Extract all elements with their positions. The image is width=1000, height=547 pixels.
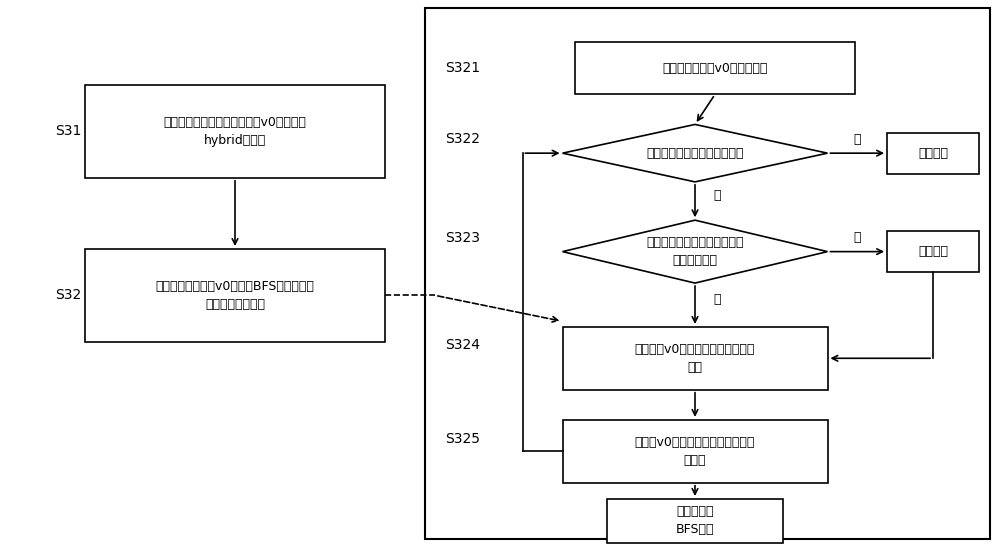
Text: 否: 否 bbox=[854, 231, 861, 245]
Text: S323: S323 bbox=[445, 231, 480, 245]
Text: 完成对图的
BFS搜索: 完成对图的 BFS搜索 bbox=[676, 505, 714, 536]
Text: 是: 是 bbox=[713, 293, 720, 306]
FancyBboxPatch shape bbox=[85, 85, 385, 178]
Text: S322: S322 bbox=[445, 132, 480, 147]
Text: S321: S321 bbox=[445, 61, 480, 75]
Text: 是: 是 bbox=[713, 189, 720, 202]
FancyBboxPatch shape bbox=[425, 8, 990, 539]
FancyBboxPatch shape bbox=[562, 420, 828, 483]
FancyBboxPatch shape bbox=[887, 231, 979, 272]
Text: 完成搜索: 完成搜索 bbox=[918, 147, 948, 160]
Text: 将顶点v0的其余邻接点逐个设置为
起始点: 将顶点v0的其余邻接点逐个设置为 起始点 bbox=[635, 436, 755, 467]
Text: 进行顶点定位，搜索起始顶点v0作为矩阵
hybrid的行号: 进行顶点定位，搜索起始顶点v0作为矩阵 hybrid的行号 bbox=[164, 116, 306, 147]
FancyBboxPatch shape bbox=[887, 133, 979, 174]
Text: S324: S324 bbox=[445, 337, 480, 352]
Text: S31: S31 bbox=[55, 124, 81, 138]
Text: 判断该起始点是否存在邻接点: 判断该起始点是否存在邻接点 bbox=[646, 147, 744, 160]
Text: S325: S325 bbox=[445, 432, 480, 446]
Text: 判断该起始点的全部邻接点是
否已访问完成: 判断该起始点的全部邻接点是 否已访问完成 bbox=[646, 236, 744, 267]
Text: 根据所定位的顶点v0，进行BFS搜索完成对
图的广度优先搜索: 根据所定位的顶点v0，进行BFS搜索完成对 图的广度优先搜索 bbox=[156, 280, 314, 311]
Text: 将所定位的顶点v0设为起始点: 将所定位的顶点v0设为起始点 bbox=[662, 62, 768, 75]
Text: S32: S32 bbox=[55, 288, 81, 302]
FancyBboxPatch shape bbox=[607, 499, 782, 543]
Text: 否: 否 bbox=[854, 133, 861, 146]
FancyBboxPatch shape bbox=[85, 249, 385, 342]
Polygon shape bbox=[562, 220, 827, 283]
Text: 继续访问: 继续访问 bbox=[918, 245, 948, 258]
Text: 选择顶点v0的一个邻接点设置为起
始点: 选择顶点v0的一个邻接点设置为起 始点 bbox=[635, 343, 755, 374]
Polygon shape bbox=[562, 125, 827, 182]
FancyBboxPatch shape bbox=[562, 327, 828, 389]
FancyBboxPatch shape bbox=[575, 43, 855, 94]
